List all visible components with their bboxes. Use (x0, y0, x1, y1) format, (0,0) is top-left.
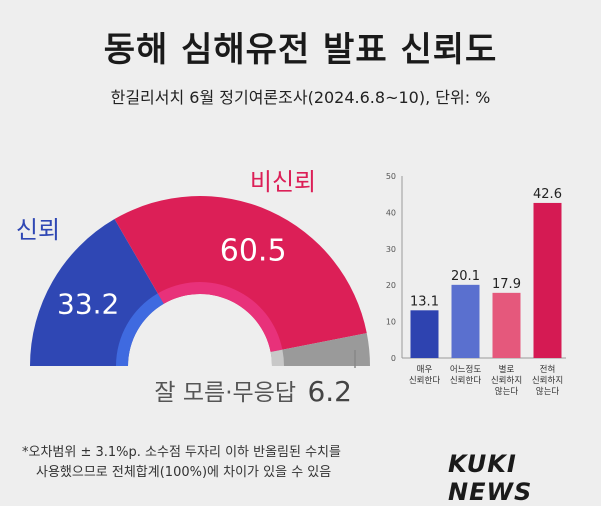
donut-slice-2 (114, 196, 367, 353)
y-tick-label-30: 30 (386, 245, 396, 254)
footnote-line-2: 사용했으므로 전체합계(100%)에 차이가 있을 수 있음 (36, 465, 332, 480)
bar-category-label-1-line-2: 신뢰한다 (409, 376, 440, 386)
bar-2 (451, 284, 480, 358)
bar-category-label-2-line-1: 어느정도 (450, 364, 481, 375)
bar-value-label-2: 20.1 (451, 269, 480, 284)
bar-category-label-1-line-1: 매우 (417, 365, 433, 375)
trust-category-label: 신뢰 (16, 216, 60, 244)
distrust-category-label: 비신뢰 (250, 168, 316, 196)
bar-1 (410, 310, 439, 358)
chart-subtitle: 한길리서치 6월 정기여론조사(2024.6.8~10), 단위: % (110, 88, 491, 107)
unknown-category-label: 잘 모름·무응답 (154, 380, 296, 406)
bar-category-label-3-line-2: 신뢰하지 (491, 375, 522, 386)
donut-inner-ring-2 (157, 281, 283, 353)
y-tick-label-20: 20 (386, 281, 396, 290)
slice-value-label-1: 33.2 (57, 288, 119, 321)
donut-inner-ring-1 (116, 293, 164, 366)
bar-value-label-1: 13.1 (410, 294, 439, 309)
bar-category-label-3-line-1: 별로 (499, 364, 515, 375)
y-tick-label-0: 0 (391, 354, 396, 363)
bar-category-label-3-line-3: 않는다 (495, 387, 519, 397)
bar-value-label-3: 17.9 (492, 277, 521, 292)
unknown-value-label: 6.2 (307, 375, 352, 408)
bar-category-label-4-line-2: 신뢰하지 (532, 375, 563, 386)
y-tick-label-50: 50 (386, 172, 396, 181)
bar-category-label-2-line-2: 신뢰한다 (450, 376, 481, 386)
donut-inner-ring-3 (270, 349, 284, 366)
bar-category-label-4-line-1: 전혀 (540, 364, 556, 375)
chart-title: 동해 심해유전 발표 신뢰도 (103, 30, 498, 70)
y-tick-label-10: 10 (386, 318, 396, 327)
footnote: *오차범위 ± 3.1%p. 소수점 두자리 이하 반올림된 수치를 사용했으므… (22, 443, 341, 483)
slice-value-label-2: 60.5 (220, 233, 287, 268)
bar-value-label-4: 42.6 (533, 187, 562, 202)
footnote-line-1: *오차범위 ± 3.1%p. 소수점 두자리 이하 반올림된 수치를 (22, 445, 341, 460)
bar-3 (492, 292, 521, 358)
bar-4 (533, 202, 562, 358)
kuki-news-logo: KUKI NEWS (448, 450, 533, 506)
bar-category-label-4-line-3: 않는다 (536, 387, 560, 397)
y-tick-label-40: 40 (386, 208, 396, 217)
donut-slice-3 (270, 333, 370, 366)
